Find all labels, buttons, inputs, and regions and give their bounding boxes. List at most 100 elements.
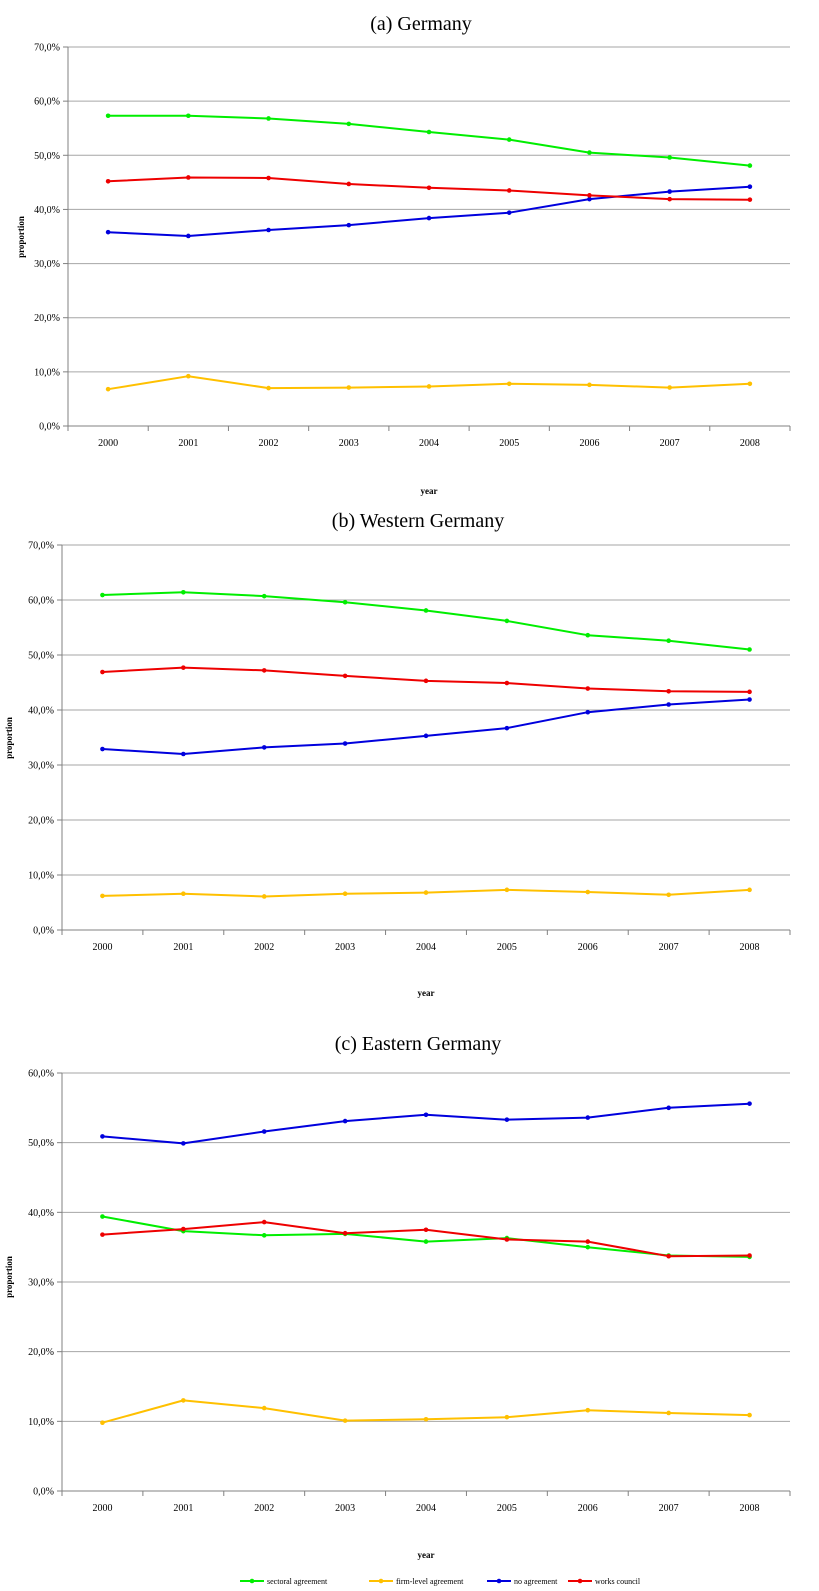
series-no-agreement <box>100 697 752 757</box>
data-point <box>666 1105 671 1111</box>
data-point <box>585 1407 591 1413</box>
data-point <box>667 155 672 160</box>
data-point <box>667 385 672 390</box>
data-point <box>266 385 271 391</box>
x-tick-label: 2006 <box>578 1503 598 1514</box>
data-point <box>346 222 352 228</box>
data-point <box>504 618 510 624</box>
legend-label: sectoral agreement <box>267 1577 328 1586</box>
legend: sectoral agreement firm-level agreement no… <box>240 1577 641 1586</box>
x-tick-label: 2001 <box>178 438 198 449</box>
series-line <box>102 1215 750 1258</box>
x-tick-label: 2002 <box>254 1503 274 1514</box>
y-tick-label: 20,0% <box>28 1347 54 1358</box>
series-works-council <box>105 175 753 202</box>
data-point <box>504 1414 510 1420</box>
data-point <box>105 229 111 235</box>
data-point <box>423 678 429 684</box>
x-tick-label: 2004 <box>419 438 439 449</box>
data-point <box>587 382 592 388</box>
chart-title: (a) Germany <box>370 13 472 35</box>
y-tick-label: 0,0% <box>33 926 54 937</box>
series-line <box>102 1102 750 1145</box>
legend-item: works council <box>568 1577 641 1586</box>
series-works-council <box>100 1219 752 1259</box>
x-tick-label: 2003 <box>335 942 355 953</box>
data-point <box>666 702 671 707</box>
chart-panel-3: (c) Eastern Germany 0,0% 10,0% 20,0% 30,0% 40… <box>4 1033 791 1560</box>
legend-label: works council <box>595 1577 641 1586</box>
y-tick-label: 0,0% <box>33 1487 54 1498</box>
x-tick-label: 2005 <box>499 438 519 449</box>
series-firm-level-agreement <box>100 1398 752 1426</box>
data-point <box>181 1226 186 1232</box>
data-point <box>346 181 352 187</box>
data-point <box>423 608 429 613</box>
series-no-agreement <box>100 1101 752 1146</box>
data-point <box>504 725 510 731</box>
series-line <box>102 698 750 755</box>
data-point <box>666 892 671 898</box>
x-tick-label: 2003 <box>339 438 359 449</box>
data-point <box>186 233 191 239</box>
data-point <box>186 113 191 119</box>
series-firm-level-agreement <box>100 887 752 899</box>
y-tick-label: 60,0% <box>34 97 60 108</box>
data-point <box>181 665 186 670</box>
data-point <box>747 647 752 652</box>
data-point <box>100 1214 105 1219</box>
data-point <box>667 189 672 194</box>
series-firm-level-agreement <box>105 373 753 392</box>
x-tick-label: 2004 <box>416 942 436 953</box>
data-point <box>506 210 512 215</box>
data-point <box>181 1398 186 1403</box>
data-point <box>342 1230 348 1236</box>
y-tick-label: 10,0% <box>34 367 60 378</box>
x-tick-label: 2008 <box>740 1503 760 1514</box>
data-point <box>266 227 271 233</box>
data-point <box>423 733 429 739</box>
series-sectoral-agreement <box>100 1214 752 1260</box>
x-tick-label: 2000 <box>92 1503 112 1514</box>
data-point <box>186 373 191 379</box>
y-axis-label: proportion <box>4 1256 14 1298</box>
data-point <box>587 196 592 202</box>
series-line <box>108 185 750 237</box>
data-point <box>666 1410 671 1416</box>
x-tick-label: 2006 <box>579 438 599 449</box>
x-tick-label: 2001 <box>173 942 193 953</box>
y-tick-label: 70,0% <box>28 541 54 552</box>
data-point <box>747 1412 752 1418</box>
data-point <box>504 680 510 686</box>
data-point <box>100 746 105 752</box>
legend-swatch-marker <box>577 1578 583 1584</box>
data-point <box>423 1227 429 1233</box>
data-point <box>100 1232 105 1237</box>
y-tick-label: 0,0% <box>39 422 60 433</box>
data-point <box>747 1253 752 1258</box>
x-tick-label: 2002 <box>259 438 279 449</box>
y-tick-label: 60,0% <box>28 1069 54 1080</box>
y-tick-label: 10,0% <box>28 871 54 882</box>
data-point <box>342 673 348 679</box>
data-point <box>342 741 348 746</box>
data-point <box>181 891 186 896</box>
y-tick-label: 30,0% <box>28 1278 54 1289</box>
data-point <box>585 632 591 638</box>
data-point <box>747 381 753 387</box>
chart-title: (c) Eastern Germany <box>335 1033 502 1055</box>
legend-swatch-marker <box>496 1578 502 1584</box>
data-point <box>426 185 432 191</box>
data-point <box>261 894 267 899</box>
x-tick-label: 2000 <box>92 942 112 953</box>
data-point <box>342 891 348 896</box>
data-point <box>423 1112 429 1118</box>
data-point <box>506 137 512 142</box>
y-tick-label: 40,0% <box>28 1208 54 1219</box>
chart-panel-1: (a) Germany 0,0% 10,0% 20,0% 30,0% 40,0% 50,0%… <box>16 13 791 496</box>
y-tick-label: 50,0% <box>34 151 60 162</box>
data-point <box>100 1420 105 1426</box>
x-axis-label: year <box>418 988 435 998</box>
x-tick-label: 2008 <box>740 942 760 953</box>
y-tick-label: 30,0% <box>34 259 60 270</box>
